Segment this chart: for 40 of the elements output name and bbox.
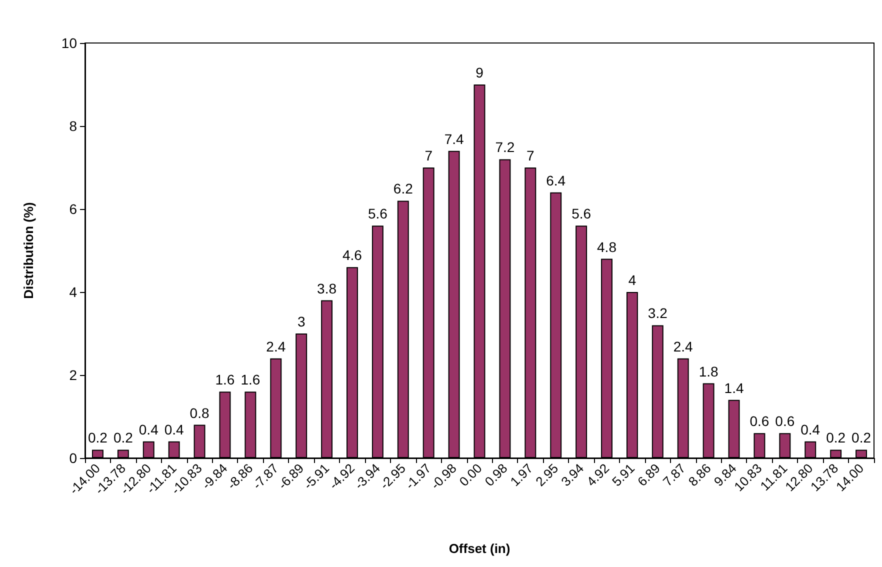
data-label: 4 (628, 272, 636, 288)
y-tick-label: 10 (61, 35, 78, 51)
data-label: 0.2 (88, 430, 108, 446)
x-axis-title: Offset (in) (448, 541, 510, 556)
data-label: 0.4 (800, 421, 820, 438)
data-label: 0.2 (826, 430, 846, 446)
data-label: 5.6 (368, 206, 388, 222)
data-label: 4.8 (597, 238, 617, 255)
y-tick-label: 8 (69, 118, 78, 134)
data-label: 7.2 (495, 139, 515, 156)
data-label: 0.4 (164, 421, 184, 438)
data-label: 0.8 (190, 404, 210, 421)
data-label: 3.2 (648, 305, 668, 322)
data-label: 7.4 (444, 130, 464, 147)
y-tick-label: 4 (69, 284, 78, 300)
data-label: 0.2 (852, 430, 872, 446)
data-label: 0.4 (138, 421, 159, 438)
y-tick-label: 2 (69, 367, 78, 383)
y-tick-label: 6 (69, 201, 78, 217)
data-label: 6.2 (393, 180, 414, 197)
y-tick-label: 0 (69, 450, 78, 466)
data-label: 1.8 (698, 363, 719, 380)
x-tick-label: 8.86 (685, 460, 714, 490)
data-label: 0.2 (113, 430, 134, 446)
data-label: 3 (297, 314, 306, 330)
data-label: 0.6 (775, 413, 795, 430)
data-label: 0.6 (750, 413, 770, 430)
data-label: 2.4 (266, 338, 286, 354)
y-axis-title: Distribution (%) (21, 202, 36, 299)
data-label: 7 (526, 148, 535, 164)
data-label: 2.4 (673, 338, 694, 354)
data-label: 1.4 (724, 380, 744, 396)
data-label: 6.4 (546, 172, 566, 188)
data-label: 9 (476, 64, 484, 80)
data-label: 4.6 (342, 247, 362, 264)
data-label: 5.6 (572, 206, 592, 222)
data-label: 1.6 (240, 372, 260, 388)
data-label: 3.8 (317, 280, 337, 296)
data-label: 1.6 (215, 372, 235, 388)
data-label: 7 (424, 148, 433, 164)
